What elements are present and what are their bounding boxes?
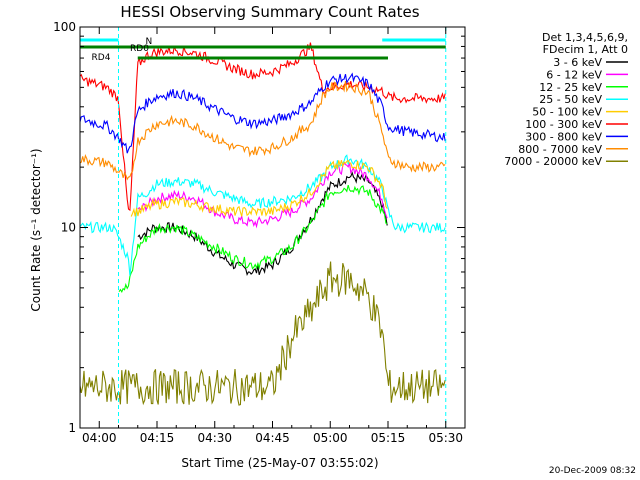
- series-line-5: [79, 42, 446, 212]
- date-stamp: 20-Dec-2009 08:32: [549, 466, 636, 476]
- x-tick-label-5: 05:15: [371, 431, 406, 445]
- axes-layer: 04:00 04:15 04:30 04:45 05:00 05:15 05:30 1 10 10…: [53, 20, 466, 445]
- legend-label-1: 6 - 12 keV: [546, 68, 602, 81]
- x-tick-label-0: 04:00: [82, 431, 117, 445]
- series-line-1: [137, 162, 388, 229]
- x-axis-label: Start Time (25-May-07 03:55:02): [181, 456, 378, 470]
- legend-label-5: 100 - 300 keV: [525, 118, 602, 131]
- flag-label-rd0: RD0: [130, 44, 149, 54]
- chart-title: HESSI Observing Summary Count Rates: [120, 3, 419, 21]
- series-line-6: [79, 72, 446, 154]
- series-line-8: [79, 261, 446, 406]
- legend-label-2: 12 - 25 keV: [539, 81, 602, 94]
- legend-label-7: 800 - 7000 keV: [518, 143, 602, 156]
- legend-header-line-1: Det 1,3,4,5,6,9,: [542, 31, 628, 44]
- y-tick-label-0: 1: [68, 421, 76, 435]
- series-line-0: [137, 171, 388, 277]
- series-line-4: [130, 159, 388, 217]
- series-line-7: [79, 81, 446, 181]
- series-line-3: [79, 154, 446, 276]
- legend-label-0: 3 - 6 keV: [553, 56, 602, 69]
- x-tick-label-1: 04:15: [140, 431, 175, 445]
- legend-label-4: 50 - 100 keV: [532, 106, 602, 119]
- legend-label-3: 25 - 50 keV: [539, 93, 602, 106]
- flag-label-n: N: [145, 37, 152, 47]
- x-tick-label-6: 05:30: [428, 431, 463, 445]
- legend-label-6: 300 - 800 keV: [525, 130, 602, 143]
- x-tick-label-2: 04:30: [197, 431, 232, 445]
- series-line-2: [118, 184, 388, 293]
- x-tick-label-4: 05:00: [313, 431, 348, 445]
- y-tick-label-1: 10: [61, 221, 76, 235]
- flag-label-rd4: RD4: [92, 53, 111, 63]
- plot-frame: [79, 26, 466, 429]
- y-axis-label: Count Rate (s⁻¹ detector⁻¹): [29, 148, 43, 311]
- y-tick-label-2: 100: [53, 20, 76, 34]
- legend-label-8: 7000 - 20000 keV: [504, 155, 602, 168]
- legend-header-line-2: FDecim 1, Att 0: [543, 43, 628, 56]
- x-tick-label-3: 04:45: [255, 431, 290, 445]
- data-layer: [79, 42, 446, 406]
